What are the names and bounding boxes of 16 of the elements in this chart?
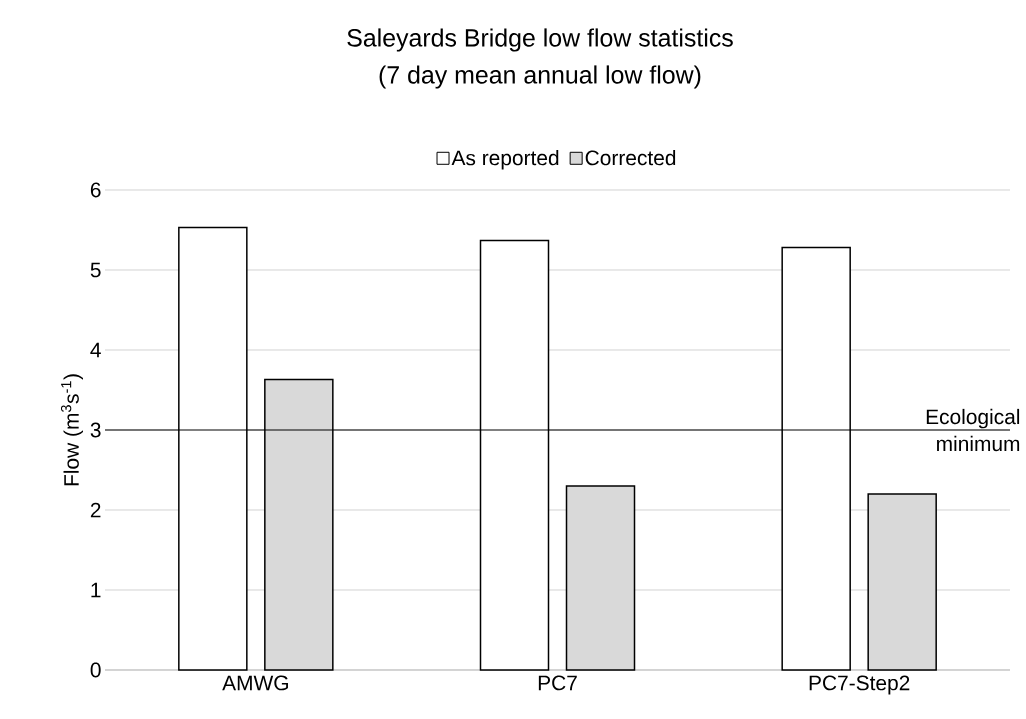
y-tick-label: 6: [90, 182, 101, 198]
y-tick-label: 4: [90, 342, 101, 358]
y-tick-label: 1: [91, 582, 101, 598]
x-tick-label: PC7: [538, 675, 577, 691]
chart-subtitle: (7 day mean annual low flow): [379, 65, 701, 89]
y-tick-label: 3: [90, 422, 101, 438]
ref-line-label: Ecological minimum: [926, 408, 1020, 452]
y-tick-label: 5: [90, 262, 101, 278]
legend-label: Corrected: [585, 149, 676, 166]
y-axis-title: Flow (m$^{3}$s$^{-1}$): [60, 374, 83, 486]
chart-title: Saleyards Bridge low flow statistics: [347, 28, 733, 52]
legend-label: As reported: [451, 149, 559, 170]
y-tick-label: 0: [90, 662, 101, 678]
x-tick-label: AMWG: [222, 675, 288, 691]
y-tick-label: 2: [90, 502, 101, 518]
x-tick-label: PC7-Step2: [809, 675, 910, 695]
